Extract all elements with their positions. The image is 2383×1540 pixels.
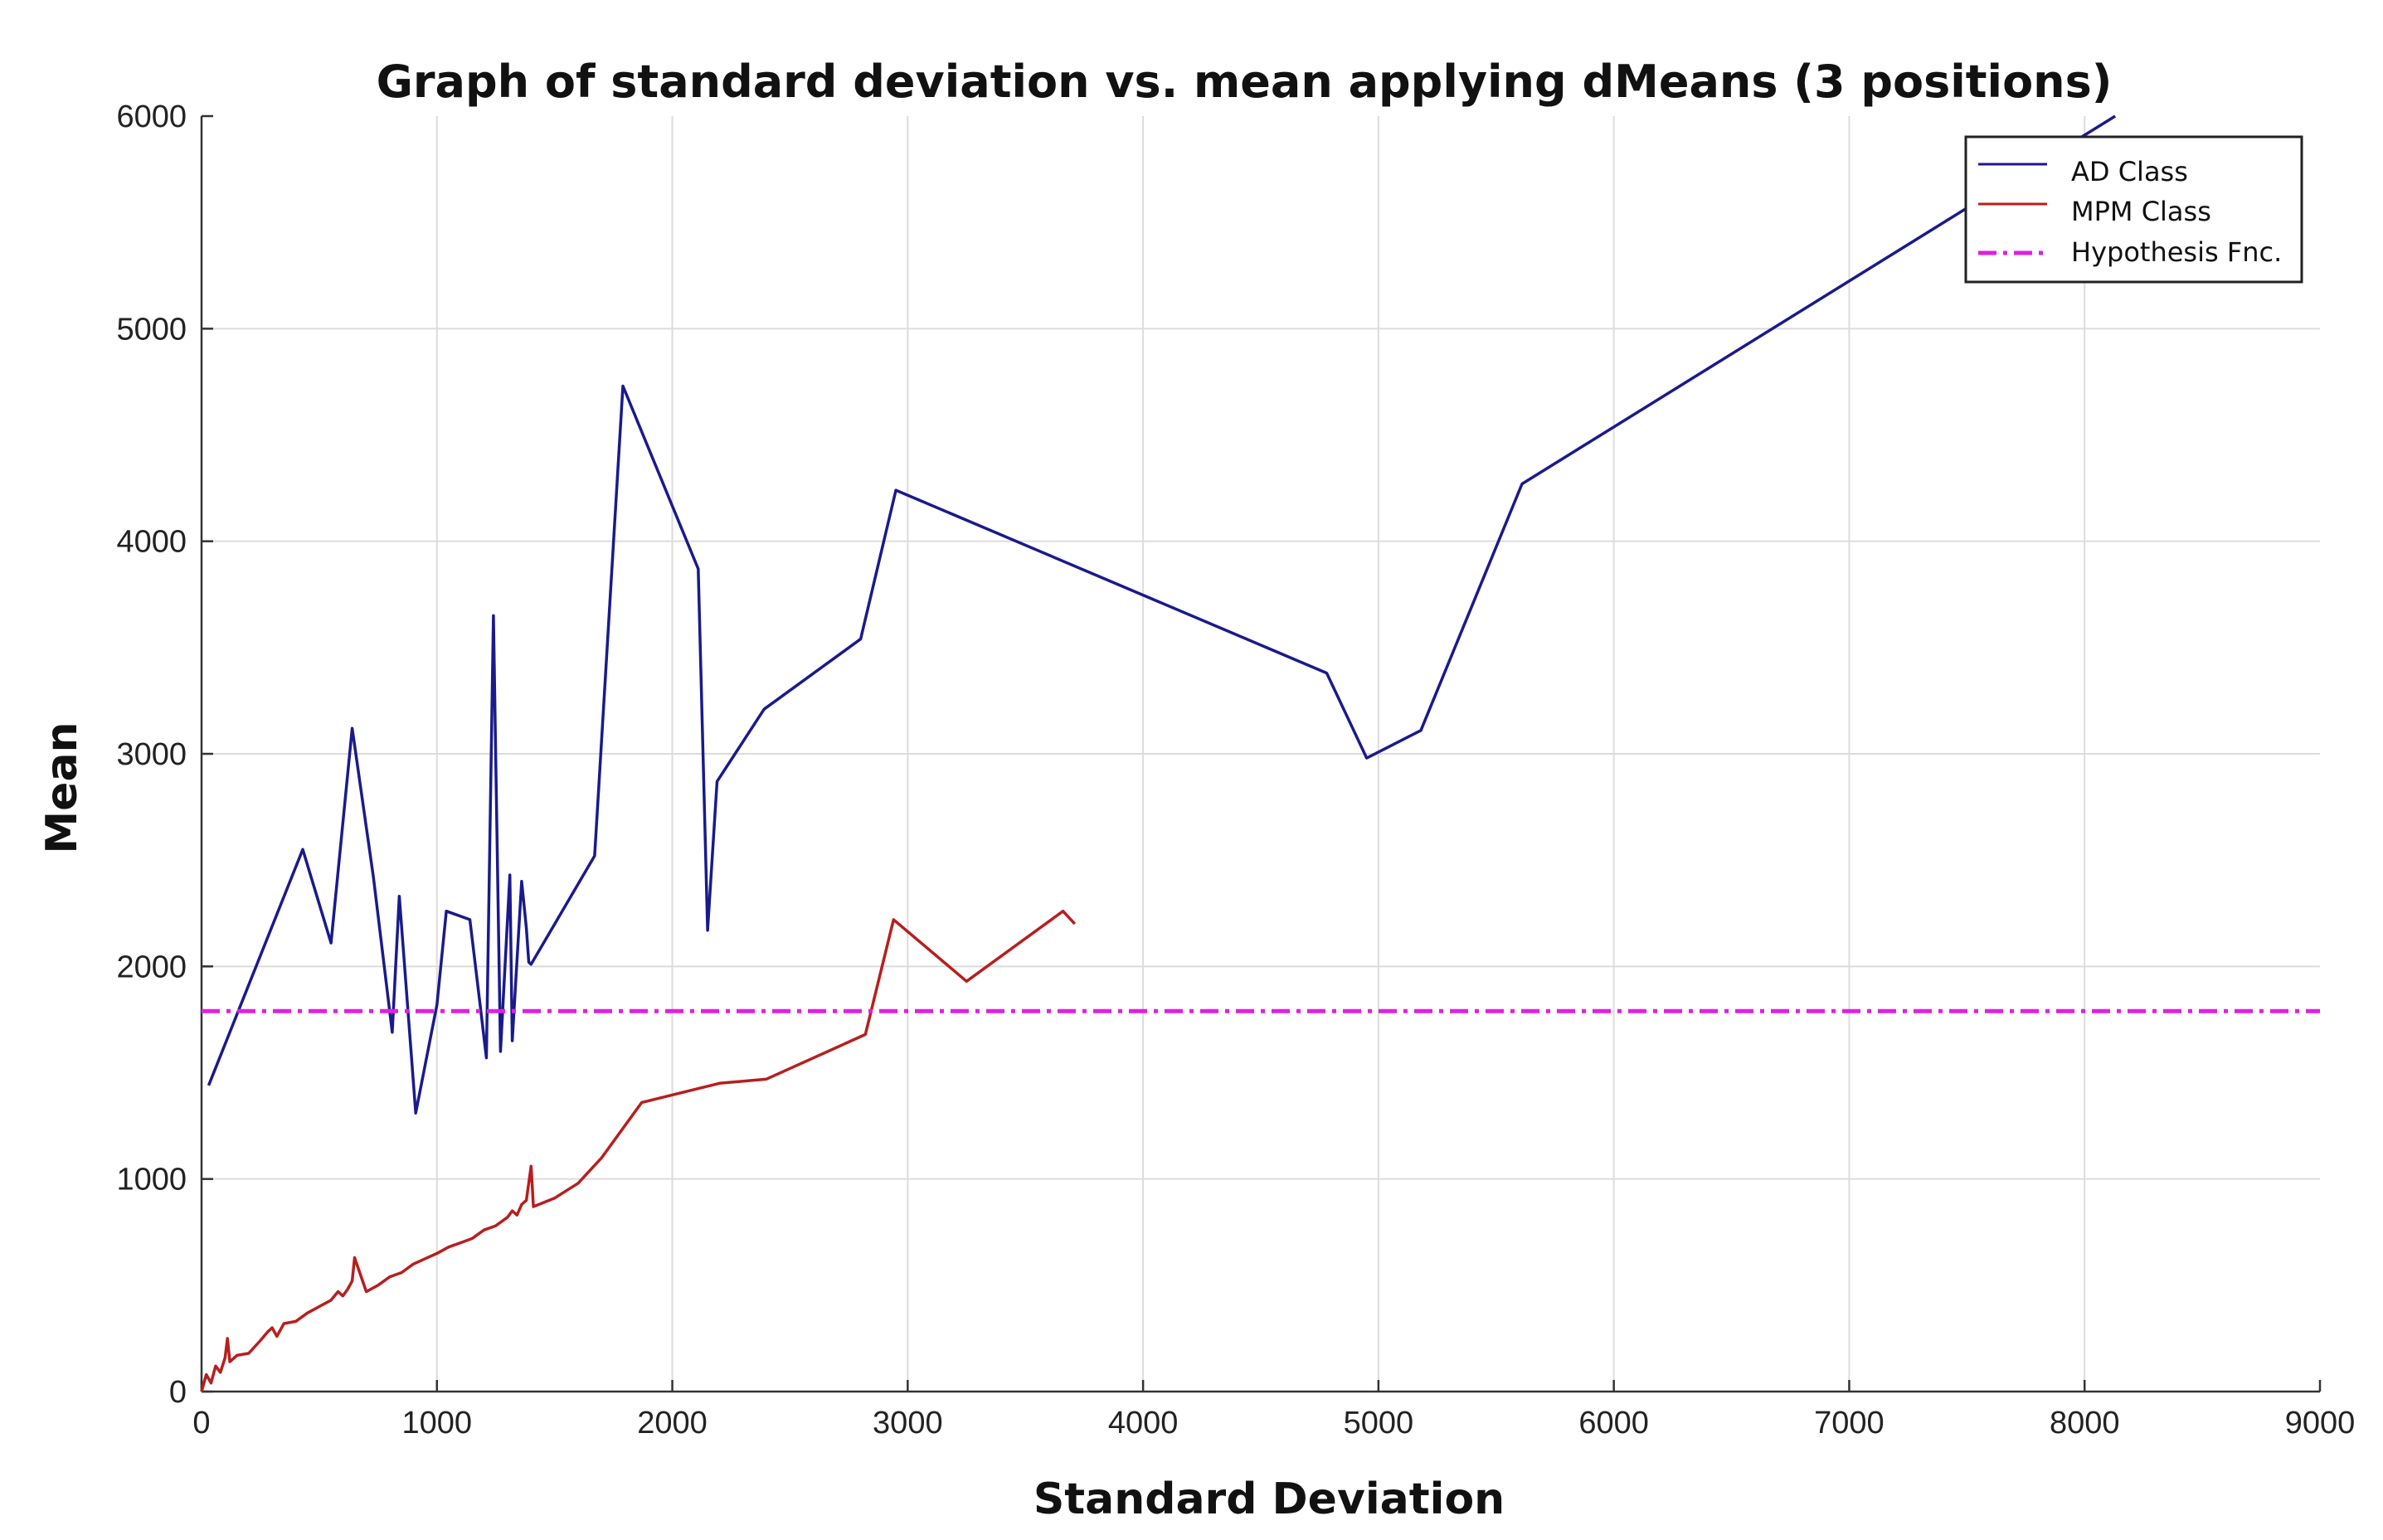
series-line-mpm-class: [200, 909, 1077, 1392]
x-tick-label: 4000: [1108, 1406, 1179, 1440]
y-tick-label: 1000: [116, 1163, 187, 1198]
y-tick-label: 4000: [116, 525, 187, 560]
x-tick-label: 5000: [1344, 1406, 1414, 1440]
x-tick-label: 8000: [2050, 1406, 2120, 1440]
series-line-ad-class: [207, 114, 2117, 1115]
chart-title: Graph of standard deviation vs. mean app…: [377, 56, 2113, 108]
y-tick-label: 5000: [116, 312, 187, 347]
y-tick-label: 3000: [116, 737, 187, 772]
y-tick-label: 0: [169, 1375, 187, 1410]
legend-box: [1964, 135, 2303, 284]
axes: [200, 114, 2322, 1393]
x-tick-label: 1000: [402, 1406, 473, 1440]
x-tick-label: 0: [192, 1406, 210, 1440]
grid-lines: [202, 116, 2320, 1392]
y-tick-label: 2000: [116, 950, 187, 984]
y-axis-label: Mean: [37, 721, 87, 853]
x-tick-label: 6000: [1578, 1406, 1649, 1440]
y-tick-label: 6000: [116, 100, 187, 134]
x-tick-label: 7000: [1814, 1406, 1885, 1440]
legend-label-ad-class: AD Class: [2071, 156, 2188, 187]
legend-label-hypothesis-fnc: Hypothesis Fnc.: [2071, 236, 2282, 268]
x-axis-label: Standard Deviation: [1033, 1474, 1505, 1524]
x-tick-label: 3000: [873, 1406, 943, 1440]
legend-label-mpm-class: MPM Class: [2071, 196, 2211, 227]
data-series: [200, 114, 2320, 1392]
legend: AD Class MPM Class Hypothesis Fnc.: [1964, 135, 2303, 284]
x-tick-label: 2000: [637, 1406, 708, 1440]
tick-labels: 0 1000 2000 3000 4000 5000 6000 7000 8000 9000 0 10…: [116, 100, 2355, 1440]
x-tick-label: 9000: [2285, 1406, 2356, 1440]
